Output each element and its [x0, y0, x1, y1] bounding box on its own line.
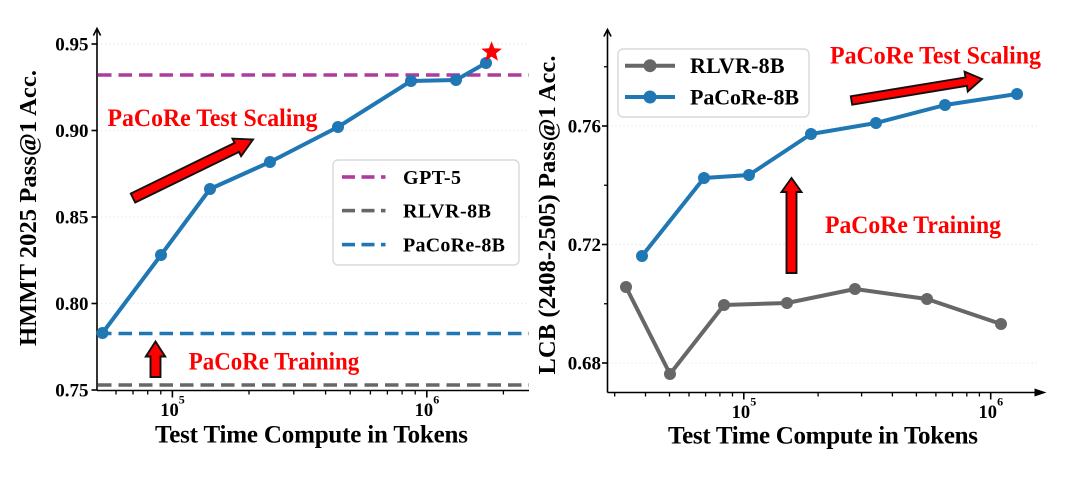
- svg-text:0.80: 0.80: [55, 294, 88, 315]
- svg-text:RLVR-8B: RLVR-8B: [403, 201, 491, 223]
- svg-text:Test Time Compute in Tokens: Test Time Compute in Tokens: [155, 422, 468, 449]
- svg-text:0.95: 0.95: [55, 35, 88, 56]
- svg-text:5: 5: [179, 393, 185, 407]
- svg-text:LCB (2408-2505) Pass@1 Acc.: LCB (2408-2505) Pass@1 Acc.: [534, 56, 561, 375]
- svg-text:PaCoRe-8B: PaCoRe-8B: [690, 85, 799, 110]
- svg-text:PaCoRe Test Scaling: PaCoRe Test Scaling: [830, 43, 1041, 70]
- svg-text:0.85: 0.85: [55, 208, 88, 229]
- svg-text:6: 6: [997, 395, 1003, 409]
- svg-text:RLVR-8B: RLVR-8B: [690, 53, 785, 78]
- svg-text:5: 5: [750, 395, 756, 409]
- svg-text:10: 10: [732, 403, 751, 423]
- svg-text:10: 10: [979, 403, 998, 423]
- svg-text:PaCoRe Training: PaCoRe Training: [189, 349, 360, 376]
- svg-text:PaCoRe Training: PaCoRe Training: [825, 212, 1001, 239]
- svg-text:Test Time Compute in Tokens: Test Time Compute in Tokens: [668, 423, 978, 450]
- svg-text:0.76: 0.76: [568, 117, 601, 138]
- svg-text:HMMT 2025 Pass@1 Acc.: HMMT 2025 Pass@1 Acc.: [15, 70, 42, 346]
- svg-text:10: 10: [415, 401, 434, 421]
- svg-text:10: 10: [160, 401, 179, 421]
- svg-text:0.72: 0.72: [568, 235, 601, 256]
- svg-text:0.75: 0.75: [55, 381, 88, 402]
- svg-text:6: 6: [433, 393, 439, 407]
- svg-text:GPT-5: GPT-5: [403, 167, 461, 189]
- svg-text:PaCoRe-8B: PaCoRe-8B: [403, 235, 505, 257]
- svg-text:PaCoRe Test Scaling: PaCoRe Test Scaling: [108, 105, 318, 132]
- svg-text:0.90: 0.90: [55, 121, 88, 142]
- svg-text:0.68: 0.68: [568, 354, 601, 375]
